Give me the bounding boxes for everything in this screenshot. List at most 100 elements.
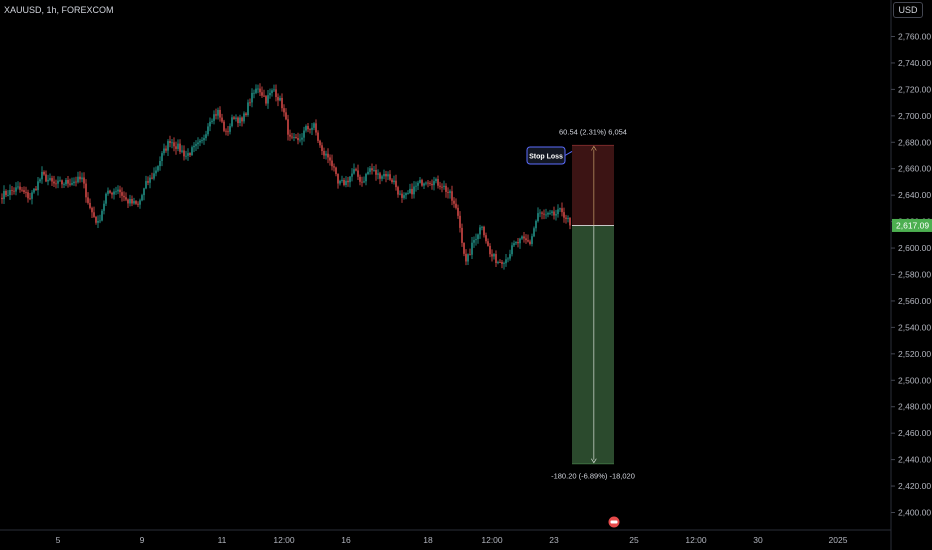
- x-tick-label: 25: [629, 535, 639, 545]
- tradingview-logo[interactable]: [608, 516, 620, 528]
- candle-body: [561, 208, 563, 213]
- candle-body: [277, 97, 279, 101]
- candle-body: [117, 189, 119, 192]
- candle-body: [323, 150, 325, 156]
- candle-body: [293, 137, 295, 138]
- candle-body: [359, 176, 361, 182]
- candle-body: [27, 192, 29, 199]
- candle-body: [387, 174, 389, 177]
- candle-body: [493, 254, 495, 257]
- candle-body: [405, 193, 407, 196]
- candle-body: [105, 193, 107, 204]
- candle-body: [141, 195, 143, 201]
- candle-body: [325, 153, 327, 156]
- candle-body: [37, 181, 39, 191]
- y-tick-label: 2,560.00: [898, 296, 931, 306]
- candle-body: [101, 210, 103, 221]
- candle-body: [341, 179, 343, 181]
- x-axis[interactable]: 5 9 11 12:00 16 18 12:00 23 25 12:00 30 2025: [0, 529, 891, 545]
- short-position-tool[interactable]: 60.54 (2.31%) 6,054 -180.20 (-6.89%) -18,…: [526, 127, 635, 481]
- stop-stats-label: 60.54 (2.31%) 6,054: [559, 127, 627, 136]
- candle-body: [223, 121, 225, 131]
- last-price-badge[interactable]: [892, 218, 932, 232]
- candle-body: [97, 221, 99, 223]
- y-tick-label: 2,520.00: [898, 349, 931, 359]
- candle-body: [31, 192, 33, 199]
- candle-body: [439, 185, 441, 187]
- candle-body: [245, 113, 247, 116]
- candle-body: [53, 181, 55, 184]
- candle-body: [491, 254, 493, 257]
- candle-body: [343, 179, 345, 185]
- candle-body: [363, 181, 365, 183]
- candle-body: [157, 166, 159, 171]
- candle-body: [185, 155, 187, 157]
- candle-body: [413, 186, 415, 195]
- candle-body: [299, 139, 301, 141]
- candle-body: [177, 143, 179, 149]
- candle-body: [425, 182, 427, 184]
- candle-body: [233, 117, 235, 119]
- candle-body: [317, 132, 319, 141]
- candle-body: [115, 191, 117, 193]
- candle-body: [253, 92, 255, 94]
- candle-body: [383, 174, 385, 177]
- stop-loss-zone[interactable]: [572, 145, 614, 226]
- candle-body: [471, 242, 473, 255]
- candle-body: [217, 109, 219, 116]
- candle-body: [225, 130, 227, 132]
- candle-body: [453, 200, 455, 204]
- x-tick-label: 9: [140, 535, 145, 545]
- candle-body: [349, 176, 351, 183]
- x-tick-label: 23: [549, 535, 559, 545]
- candle-body: [73, 181, 75, 184]
- logo-icon-mark: [610, 520, 618, 524]
- candle-body: [503, 263, 505, 265]
- target-arrow-head: [591, 458, 597, 464]
- candle-body: [95, 216, 97, 223]
- currency-button[interactable]: USD: [893, 2, 923, 18]
- candle-body: [289, 134, 291, 137]
- candle-body: [165, 148, 167, 151]
- candle-body: [17, 186, 19, 188]
- candle-body: [483, 226, 485, 236]
- candle-body: [99, 220, 101, 222]
- candle-body: [421, 180, 423, 186]
- candle-body: [155, 170, 157, 174]
- candle-body: [357, 170, 359, 177]
- x-tick-label: 16: [341, 535, 351, 545]
- candle-body: [135, 201, 137, 204]
- candle-body: [533, 228, 535, 237]
- candle-body: [197, 142, 199, 145]
- candle-body: [21, 189, 23, 191]
- candle-body: [409, 188, 411, 194]
- symbol-title[interactable]: XAUUSD, 1h, FOREXCOM: [4, 5, 114, 15]
- candle-body: [465, 253, 467, 262]
- candle-body: [39, 179, 41, 182]
- candle-body: [85, 183, 87, 198]
- last-price-label: 2,617.09: [896, 220, 929, 230]
- candle-body: [377, 173, 379, 175]
- candle-body: [391, 179, 393, 183]
- candle-body: [361, 181, 363, 183]
- y-tick-label: 2,660.00: [898, 164, 931, 174]
- candle-body: [431, 183, 433, 186]
- candle-body: [423, 183, 425, 186]
- y-axis[interactable]: 2,400.00 2,420.00 2,440.00 2,460.00 2,480.00…: [890, 0, 932, 550]
- candle-body: [201, 140, 203, 142]
- candle-body: [411, 188, 413, 195]
- candle-body: [183, 150, 185, 157]
- take-profit-zone[interactable]: [572, 225, 614, 464]
- candle-body: [263, 95, 265, 97]
- candle-body: [345, 180, 347, 185]
- candle-body: [297, 138, 299, 141]
- candle-body: [209, 121, 211, 127]
- candle-body: [83, 177, 85, 184]
- candle-body: [449, 191, 451, 193]
- candle-body: [395, 180, 397, 188]
- candle-body: [127, 199, 129, 204]
- candle-body: [427, 182, 429, 184]
- candle-body: [485, 235, 487, 242]
